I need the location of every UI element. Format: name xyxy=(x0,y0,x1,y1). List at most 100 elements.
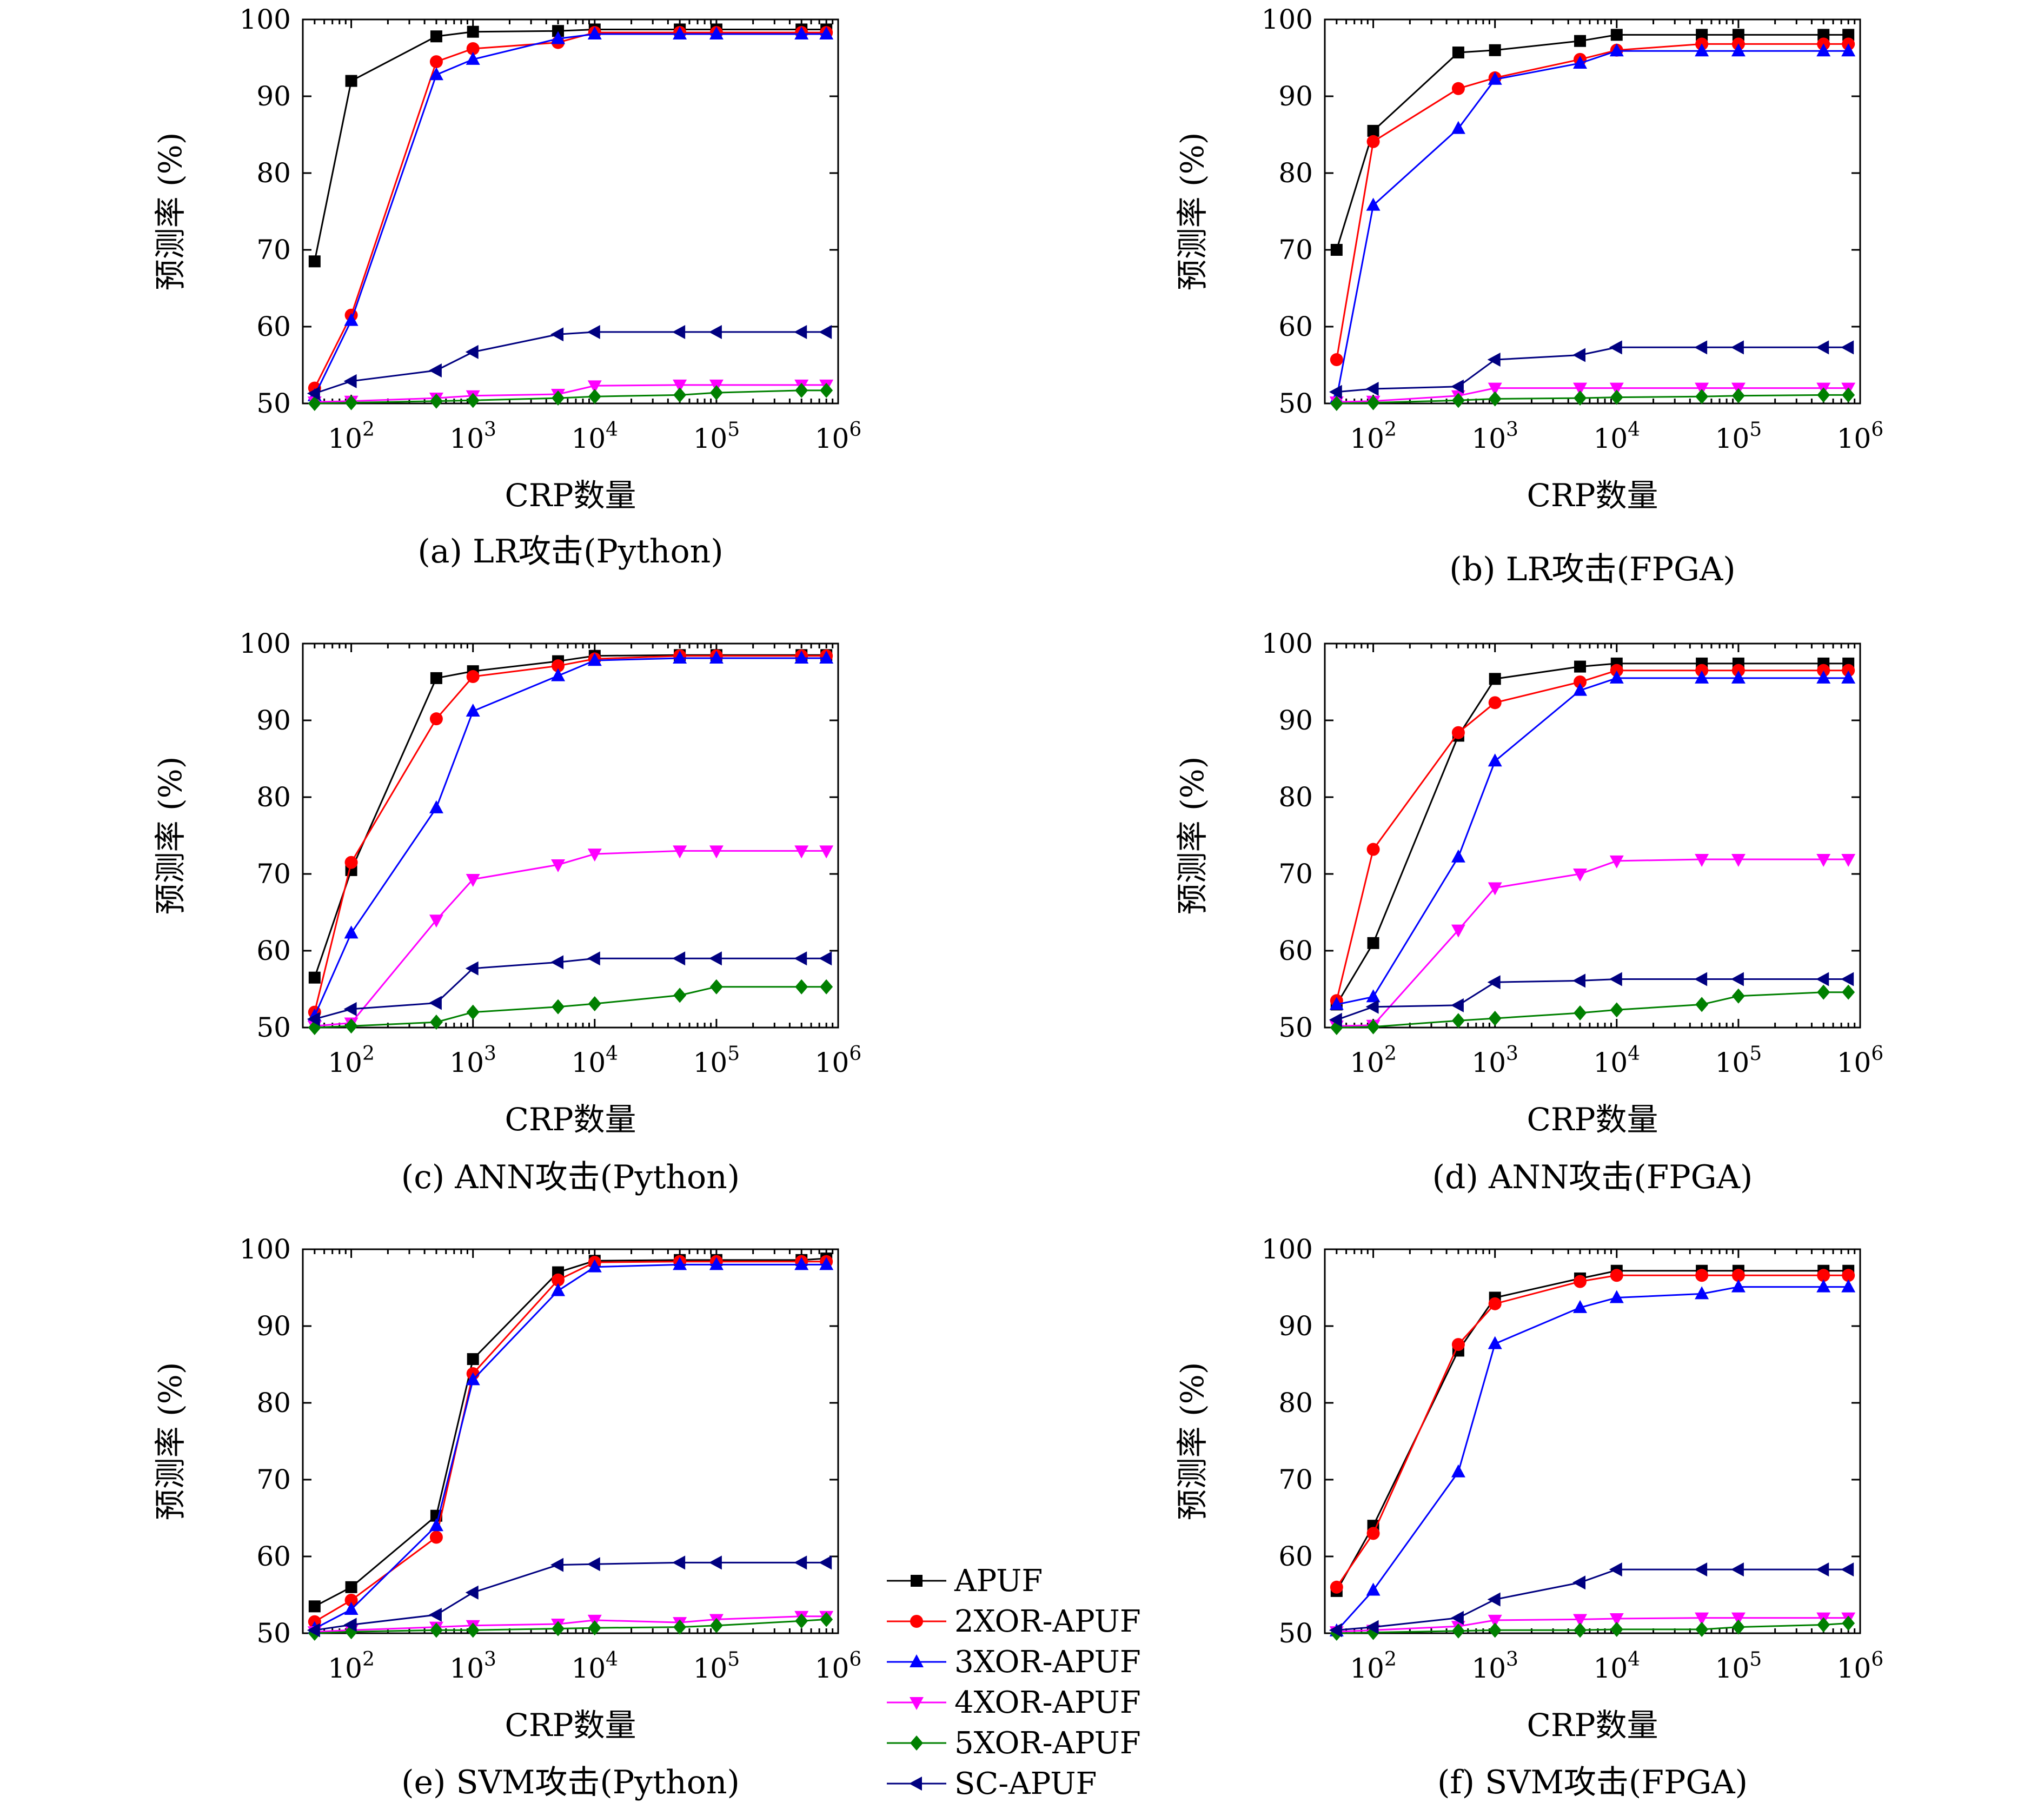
data-point xyxy=(1574,660,1587,673)
x-tick-base: 10 xyxy=(815,1653,850,1684)
x-tick-exponent: 4 xyxy=(1628,1043,1640,1065)
y-tick-label: 90 xyxy=(1278,1310,1313,1342)
data-point xyxy=(1572,348,1586,362)
series-3xor-apuf xyxy=(1329,1279,1856,1636)
data-point xyxy=(1731,388,1745,403)
y-tick-label: 100 xyxy=(240,628,291,659)
data-point xyxy=(794,324,807,339)
series-line xyxy=(314,1561,827,1631)
series-apuf xyxy=(308,649,833,984)
panel-caption: (e) SVM攻击(Python) xyxy=(401,1764,740,1801)
data-point xyxy=(307,1012,320,1026)
legend-marker xyxy=(909,1777,922,1791)
data-point xyxy=(1452,47,1464,59)
x-tick-label: 104 xyxy=(572,1648,619,1684)
data-point xyxy=(587,849,602,862)
x-tick-base: 10 xyxy=(1471,1047,1506,1078)
data-point xyxy=(1488,391,1502,407)
x-tick-exponent: 2 xyxy=(1384,419,1397,441)
plot-frame xyxy=(302,642,839,1029)
series-5xor-apuf xyxy=(308,979,833,1035)
x-tick-base: 10 xyxy=(1471,423,1506,454)
data-point xyxy=(1366,1527,1380,1540)
panel-caption: (c) ANN攻击(Python) xyxy=(401,1158,740,1196)
data-point xyxy=(1610,389,1623,405)
data-point xyxy=(1731,1269,1745,1282)
data-point xyxy=(708,324,722,339)
data-point xyxy=(1817,29,1830,41)
x-tick-base: 10 xyxy=(572,1653,606,1684)
data-point xyxy=(1816,670,1831,684)
y-tick-label: 50 xyxy=(256,1618,291,1649)
series-line xyxy=(314,1261,827,1622)
data-point xyxy=(672,324,686,339)
data-point xyxy=(1488,1336,1502,1349)
data-point xyxy=(819,324,832,339)
data-point xyxy=(466,670,480,684)
data-point xyxy=(673,650,687,664)
data-point xyxy=(551,31,566,44)
x-tick-exponent: 5 xyxy=(1749,1043,1762,1065)
x-tick-exponent: 3 xyxy=(484,1043,496,1065)
series-line xyxy=(314,654,827,978)
x-tick-base: 10 xyxy=(1594,423,1628,454)
data-point xyxy=(1330,353,1343,367)
y-tick-label: 60 xyxy=(1278,311,1313,342)
y-tick-label: 70 xyxy=(256,234,291,266)
data-point xyxy=(588,996,601,1011)
data-point xyxy=(1329,1012,1342,1027)
data-point xyxy=(429,1622,443,1638)
data-point xyxy=(1489,673,1501,685)
y-tick-label: 90 xyxy=(256,705,291,736)
x-tick-label: 102 xyxy=(1350,1043,1397,1078)
data-point xyxy=(1450,998,1464,1012)
data-point xyxy=(1488,1614,1502,1628)
x-tick-exponent: 6 xyxy=(1871,1648,1883,1671)
data-point xyxy=(587,26,602,39)
legend-label: APUF xyxy=(954,1563,1043,1599)
data-point xyxy=(794,1257,809,1270)
data-point xyxy=(819,1555,832,1570)
x-tick-label: 106 xyxy=(815,1648,862,1684)
x-tick-exponent: 4 xyxy=(1628,1648,1640,1671)
data-point xyxy=(1816,1562,1829,1577)
data-point xyxy=(344,1593,358,1607)
data-point xyxy=(308,1600,321,1613)
x-tick-base: 10 xyxy=(693,1047,728,1078)
data-point xyxy=(466,873,480,887)
y-tick-label: 100 xyxy=(1262,4,1313,35)
data-point xyxy=(1367,937,1379,949)
data-point xyxy=(345,75,357,87)
data-point xyxy=(673,1257,687,1270)
data-point xyxy=(1366,1582,1381,1596)
series-line xyxy=(1336,43,1849,360)
data-point xyxy=(345,1581,357,1593)
x-tick-base: 10 xyxy=(1837,1047,1872,1078)
data-point xyxy=(1842,1269,1855,1282)
x-tick-base: 10 xyxy=(1594,1047,1628,1078)
series-line xyxy=(1336,50,1849,399)
x-tick-base: 10 xyxy=(328,1653,362,1684)
data-point xyxy=(709,1618,723,1633)
data-point xyxy=(1573,1614,1588,1627)
y-tick-label: 60 xyxy=(256,935,291,966)
x-axis-label: CRP数量 xyxy=(505,477,636,514)
data-point xyxy=(1451,1623,1465,1639)
x-tick-label: 103 xyxy=(1471,1648,1518,1684)
data-point xyxy=(1573,869,1588,882)
x-tick-exponent: 6 xyxy=(1871,419,1883,441)
data-point xyxy=(550,955,564,970)
x-tick-label: 104 xyxy=(1594,1648,1641,1684)
x-tick-label: 102 xyxy=(328,419,375,454)
series-line xyxy=(1336,1568,1849,1631)
x-tick-base: 10 xyxy=(1715,1653,1750,1684)
series-line xyxy=(314,384,827,403)
data-point xyxy=(673,1619,687,1635)
data-point xyxy=(673,379,687,393)
data-point xyxy=(429,800,443,813)
series-3xor-apuf xyxy=(307,26,834,401)
x-tick-exponent: 2 xyxy=(362,1043,375,1065)
plot-frame xyxy=(1324,18,1861,405)
